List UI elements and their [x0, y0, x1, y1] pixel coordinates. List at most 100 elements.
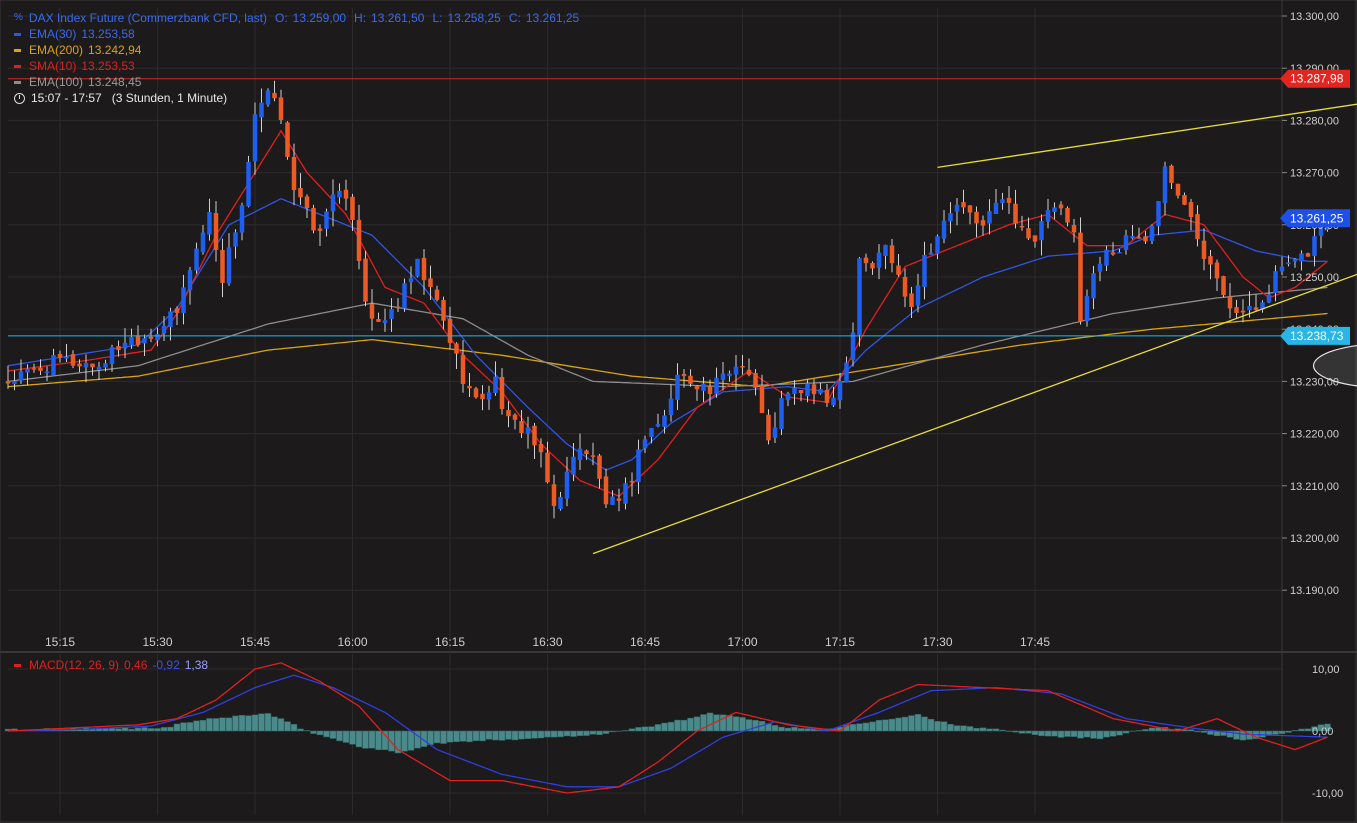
macd-hist-bar: [1207, 730, 1214, 735]
macd-hist-bar: [1070, 730, 1078, 737]
macd-hist-bar: [1064, 730, 1071, 737]
macd-hist-bar: [1018, 730, 1026, 734]
x-tick-label: 17:30: [922, 635, 952, 649]
macd-hist-bar: [225, 717, 233, 732]
candle-body: [681, 373, 687, 377]
macd-hist-bar: [1298, 728, 1305, 732]
sma10-swatch: [14, 64, 21, 68]
macd-y-tick-label: -10,00: [1312, 788, 1343, 800]
candle-body: [486, 392, 492, 400]
candle-body: [187, 270, 193, 291]
macd-hist-bar: [180, 722, 187, 732]
candle-body: [239, 205, 245, 233]
candle-body: [740, 366, 745, 368]
macd-hist-bar: [1103, 730, 1110, 738]
macd-hist-bar: [1194, 730, 1201, 733]
candle-body: [727, 373, 732, 377]
macd-hist-bar: [563, 730, 571, 737]
candle-body: [928, 252, 934, 255]
candle-body: [688, 375, 693, 384]
candle-body: [980, 220, 986, 226]
candle-body: [818, 389, 823, 394]
macd-hist-bar: [1129, 730, 1136, 732]
candle-body: [935, 236, 940, 254]
ema200-value: 13.242,94: [88, 43, 142, 57]
candle-body: [395, 306, 401, 309]
candle-body: [311, 207, 316, 231]
candle-body: [1143, 236, 1148, 242]
candle-body: [701, 383, 706, 392]
candle-body: [25, 368, 30, 373]
candle-body: [415, 258, 420, 277]
macd-hist-bar: [368, 730, 376, 749]
macd-hist-bar: [654, 724, 662, 732]
macd-hist-bar: [1187, 729, 1195, 732]
candle-body: [1312, 236, 1317, 256]
macd-hist-bar: [934, 721, 941, 732]
candle-body: [792, 387, 797, 395]
candle-body: [343, 189, 349, 199]
macd-hist-bar: [576, 730, 584, 737]
macd-hist-bar: [804, 728, 811, 732]
candle-body: [649, 427, 654, 437]
candle-body: [1234, 307, 1239, 313]
macd-line: [7, 662, 1328, 794]
x-tick-label: 16:30: [532, 635, 562, 649]
candle-body: [337, 190, 342, 198]
candle-body: [363, 258, 368, 302]
macd-hist-bar: [622, 730, 629, 732]
macd-hist-bar: [1005, 730, 1013, 732]
candle-body: [759, 385, 765, 414]
candle-body: [1253, 307, 1259, 310]
candle-body: [655, 424, 661, 427]
candle-body: [1227, 296, 1233, 309]
macd-hist-bar: [921, 716, 928, 732]
macd-hist-bar: [466, 730, 473, 743]
macd-hist-bar: [596, 730, 603, 736]
ema30-name: EMA(30): [29, 27, 77, 41]
candle-body: [174, 308, 180, 314]
macd-hist-bar: [862, 722, 870, 732]
candle-body: [506, 409, 511, 417]
macd-value: 0,46: [124, 658, 148, 672]
macd-hist-bar: [193, 720, 200, 732]
candle-body: [733, 366, 739, 375]
macd-hist-bar: [1012, 730, 1019, 733]
macd-hist-bar: [284, 721, 291, 732]
legend-sma10: SMA(10) 13.253,53: [14, 58, 579, 74]
candle-body: [1097, 263, 1103, 272]
candle-body: [18, 371, 24, 381]
candle-body: [1136, 237, 1142, 239]
candle-body: [863, 257, 869, 264]
y-tick-label: 13.270,00: [1290, 168, 1339, 180]
x-tick-label: 17:45: [1020, 635, 1050, 649]
macd-hist-bar: [778, 726, 785, 732]
macd-hist-bar: [472, 730, 480, 741]
macd-hist-bar: [628, 728, 636, 732]
macd-hist-bar: [323, 730, 330, 738]
macd-hist-bar: [297, 728, 304, 732]
y-tick-label: 13.250,00: [1290, 272, 1339, 284]
candle-body: [590, 455, 596, 457]
macd-hist-bar: [1083, 730, 1091, 738]
candle-body: [447, 318, 453, 343]
x-tick-label: 16:00: [337, 635, 367, 649]
candle-body: [1175, 183, 1181, 196]
macd-hist-bar: [128, 728, 135, 732]
ohlc-low-label: L:: [432, 11, 443, 25]
macd-hist-bar: [498, 730, 506, 741]
candle-body: [766, 414, 771, 441]
candle-body: [805, 383, 810, 397]
candle-body: [291, 156, 297, 191]
candle-body: [298, 187, 303, 198]
macd-hist-bar: [121, 727, 129, 732]
macd-hist-bar: [544, 730, 551, 738]
ohlc-high: 13.261,50: [371, 11, 425, 25]
candle-body: [122, 342, 128, 349]
ema200-line: [7, 312, 1328, 388]
candle-body: [1182, 195, 1187, 205]
macd-hist-bar: [258, 713, 265, 732]
